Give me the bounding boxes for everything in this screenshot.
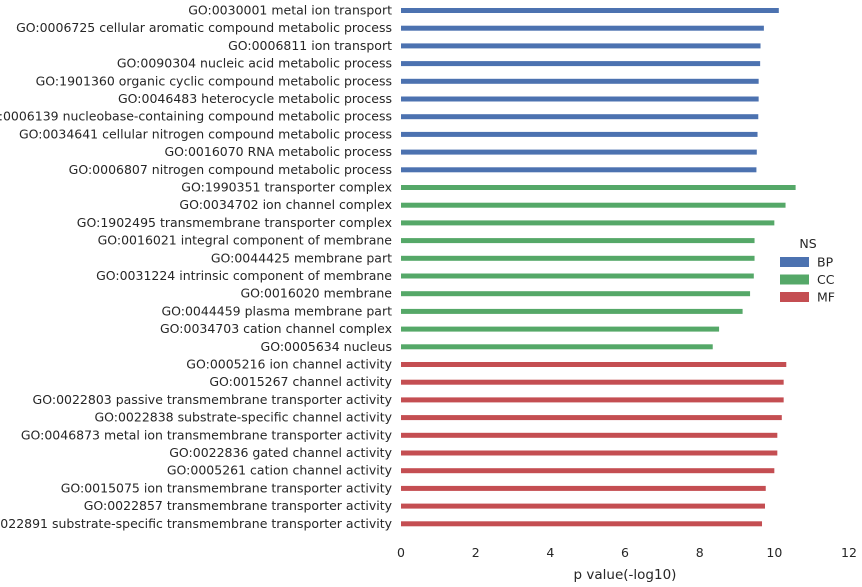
bar — [401, 25, 764, 31]
bar — [401, 8, 779, 13]
bar — [401, 61, 761, 67]
bar — [401, 415, 782, 421]
x-tick-label: 6 — [621, 545, 629, 560]
legend-swatch — [780, 292, 809, 302]
category-label: GO:0005634 nucleus — [261, 339, 392, 354]
category-label: GO:0030001 metal ion transport — [188, 3, 392, 18]
legend-title: NS — [799, 236, 816, 251]
category-labels: GO:0030001 metal ion transport GO:0006725… — [0, 3, 393, 531]
bar — [401, 521, 763, 527]
bar — [401, 220, 775, 226]
bar — [401, 43, 761, 49]
bar — [401, 397, 784, 403]
bars-group — [401, 8, 796, 527]
bar — [401, 238, 755, 244]
bar — [401, 202, 786, 208]
bar — [401, 78, 759, 84]
category-label: GO:0046483 heterocycle metabolic process — [118, 91, 392, 106]
x-axis-title: p value(-log10) — [574, 567, 677, 583]
category-label: GO:0090304 nucleic acid metabolic proces… — [117, 56, 392, 71]
bar — [401, 450, 778, 456]
category-label: GO:0022891 substrate-specific transmembr… — [0, 516, 393, 531]
category-label: GO:0006139 nucleobase-containing compoun… — [0, 109, 392, 124]
bar — [401, 485, 766, 491]
category-label: GO:0034702 ion channel complex — [179, 197, 392, 212]
x-tick-label: 12 — [841, 545, 857, 560]
x-tick-label: 8 — [696, 545, 704, 560]
category-label: GO:1901360 organic cyclic compound metab… — [36, 73, 392, 88]
bar — [401, 131, 758, 137]
bar — [401, 362, 787, 367]
category-label: GO:0015075 ion transmembrane transporter… — [61, 480, 393, 495]
category-label: GO:0022838 substrate-specific channel ac… — [94, 410, 392, 425]
x-tick-label: 2 — [472, 545, 480, 560]
category-label: GO:1902495 transmembrane transporter com… — [77, 215, 392, 230]
bar — [401, 344, 713, 350]
category-label: GO:0016021 integral component of membran… — [98, 233, 393, 248]
bar — [401, 273, 754, 279]
category-label: GO:0031224 intrinsic component of membra… — [96, 268, 392, 283]
category-label: GO:0006811 ion transport — [228, 38, 392, 53]
bar — [401, 185, 796, 190]
legend-label: CC — [817, 272, 835, 287]
x-axis-ticks: 0 2 4 6 8 10 12 — [397, 545, 857, 560]
category-label: GO:0034641 cellular nitrogen compound me… — [19, 126, 392, 141]
category-label: GO:0016070 RNA metabolic process — [164, 144, 392, 159]
bar — [401, 96, 759, 102]
category-label: GO:0022857 transmembrane transporter act… — [84, 498, 393, 513]
category-label: GO:0006807 nitrogen compound metabolic p… — [69, 162, 392, 177]
category-label: GO:0046873 metal ion transmembrane trans… — [21, 427, 393, 442]
x-tick-label: 4 — [546, 545, 554, 560]
category-label: GO:0044425 membrane part — [211, 250, 392, 265]
x-tick-label: 10 — [766, 545, 782, 560]
legend-swatch — [780, 257, 809, 267]
category-label: GO:0044459 plasma membrane part — [161, 303, 392, 318]
legend-swatch — [780, 274, 809, 285]
legend-label: MF — [817, 290, 835, 305]
bar — [401, 326, 720, 332]
category-label: GO:0022803 passive transmembrane transpo… — [33, 392, 393, 407]
bar — [401, 114, 759, 120]
bar — [401, 291, 751, 297]
bar — [401, 149, 757, 155]
legend: NS BP CC MF — [780, 236, 835, 305]
category-label: GO:0034703 cation channel complex — [160, 321, 392, 336]
category-label: GO:0005261 cation channel activity — [167, 463, 393, 478]
category-label: GO:0015267 channel activity — [209, 374, 392, 389]
category-label: GO:0005216 ion channel activity — [186, 357, 392, 372]
bar — [401, 167, 757, 173]
bar — [401, 308, 743, 314]
category-label: GO:0016020 membrane — [240, 286, 392, 301]
legend-items: BP CC MF — [780, 255, 835, 305]
bar — [401, 379, 784, 385]
legend-label: BP — [817, 255, 834, 270]
category-label: GO:1990351 transporter complex — [181, 180, 392, 195]
x-tick-label: 0 — [397, 545, 405, 560]
category-label: GO:0022836 gated channel activity — [169, 445, 392, 460]
bar — [401, 468, 775, 474]
bar — [401, 432, 778, 438]
bar — [401, 255, 755, 261]
category-label: GO:0006725 cellular aromatic compound me… — [16, 20, 392, 35]
bar — [401, 503, 765, 509]
